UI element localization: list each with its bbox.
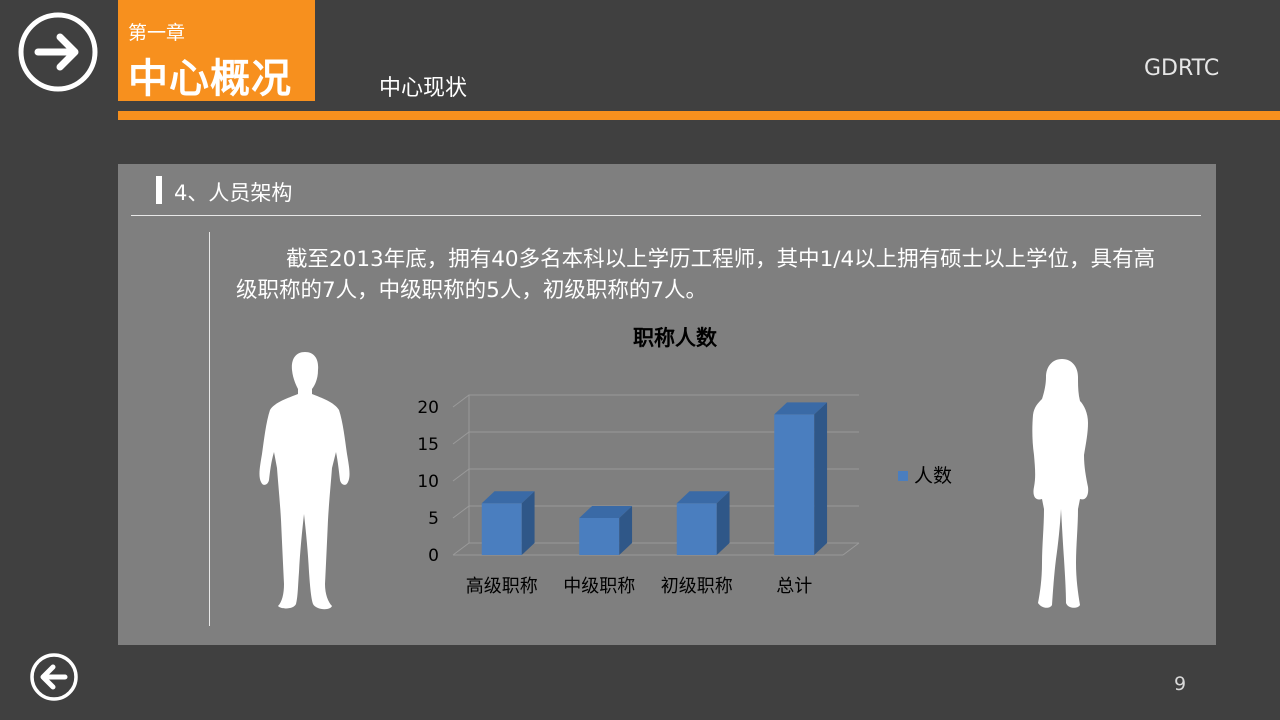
bar-初级职称 — [677, 491, 730, 555]
bar-front — [677, 503, 717, 555]
chart-x-labels: 高级职称 中级职称 初级职称 总计 — [466, 576, 813, 597]
y-tick-label: 0 — [428, 546, 439, 566]
y-tick-label: 10 — [417, 472, 439, 492]
woman-silhouette-icon — [1028, 359, 1094, 611]
bar-front — [482, 503, 522, 555]
arrow-left-circle-icon — [28, 651, 80, 703]
bar-side — [814, 402, 827, 555]
chart-legend: 人数 — [898, 465, 952, 487]
bar-中级职称 — [579, 506, 632, 555]
bar-总计 — [774, 402, 827, 555]
chapter-title: 中心概况 — [128, 46, 292, 104]
x-tick-label: 高级职称 — [466, 576, 538, 597]
y-tick-label: 5 — [428, 509, 439, 529]
y-tick-label: 20 — [417, 398, 439, 418]
section-title: 中心现状 — [379, 70, 467, 102]
page-number: 9 — [1174, 673, 1186, 695]
arrow-right-circle-icon — [16, 10, 100, 94]
bar-高级职称 — [482, 491, 535, 555]
chapter-box: 第一章 中心概况 — [118, 0, 315, 101]
description-paragraph: 截至2013年底，拥有40多名本科以上学历工程师，其中1/4以上拥有硕士以上学位… — [236, 244, 1156, 306]
heading-marker — [156, 176, 162, 204]
bar-front — [774, 414, 814, 555]
brand-label: GDRTC — [1144, 56, 1219, 81]
x-tick-label: 初级职称 — [661, 576, 733, 597]
heading-rule — [131, 215, 1201, 216]
chapter-label: 第一章 — [128, 18, 185, 45]
header-divider — [118, 111, 1280, 120]
chart-bars — [482, 402, 827, 555]
chart-y-labels: 0 5 10 15 20 — [417, 398, 439, 566]
chart-floor-right — [843, 543, 859, 555]
title-distribution-chart: 职称人数 高级职称 中级职称 初级职称 总计 0 5 10 15 20 人数 — [398, 319, 978, 609]
content-panel: 4、人员架构 截至2013年底，拥有40多名本科以上学历工程师，其中1/4以上拥… — [118, 164, 1216, 645]
man-silhouette-icon — [258, 352, 353, 614]
legend-label: 人数 — [914, 465, 952, 487]
prev-slide-button[interactable] — [28, 651, 80, 703]
next-slide-button[interactable] — [16, 10, 100, 94]
chart-title: 职称人数 — [633, 326, 718, 350]
bar-front — [579, 518, 619, 555]
y-tick-label: 15 — [417, 435, 439, 455]
x-tick-label: 总计 — [776, 576, 812, 597]
vertical-divider — [209, 232, 210, 626]
panel-heading: 4、人员架构 — [174, 177, 292, 207]
x-tick-label: 中级职称 — [563, 576, 635, 597]
legend-swatch — [898, 471, 908, 481]
